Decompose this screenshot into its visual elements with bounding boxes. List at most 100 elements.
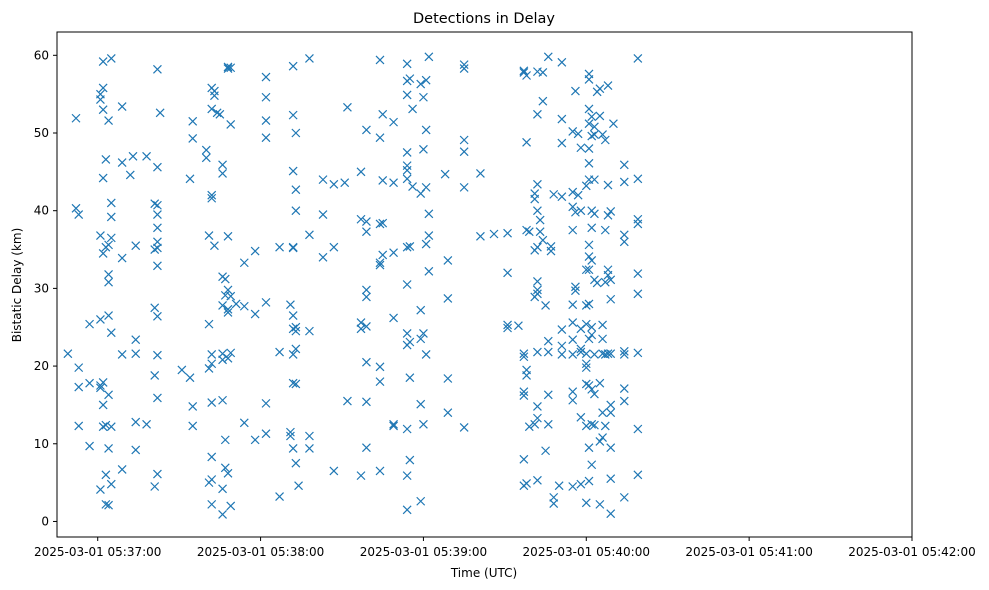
- data-point-297: [533, 109, 542, 119]
- data-point-199: [375, 133, 385, 143]
- data-point-312: [538, 235, 548, 245]
- data-point-413: [600, 135, 610, 145]
- data-point-121: [223, 285, 233, 295]
- data-point-390: [587, 419, 597, 429]
- data-point-202: [375, 260, 385, 270]
- data-point-193: [362, 292, 371, 302]
- data-point-5: [74, 363, 84, 373]
- data-point-389: [587, 384, 597, 394]
- data-point-80: [188, 116, 198, 126]
- data-point-277: [519, 349, 529, 359]
- data-point-103: [212, 108, 222, 118]
- data-point-70: [153, 243, 162, 253]
- data-point-82: [188, 402, 198, 411]
- data-point-194: [362, 322, 371, 331]
- data-point-346: [571, 282, 580, 292]
- data-point-334: [568, 187, 578, 197]
- data-point-51: [128, 151, 138, 161]
- data-point-88: [204, 363, 214, 373]
- data-point-144: [261, 429, 271, 439]
- data-point-18: [98, 83, 108, 93]
- data-point-36: [104, 444, 113, 453]
- data-point-409: [598, 334, 607, 344]
- data-point-91: [207, 104, 217, 114]
- data-point-302: [533, 285, 542, 295]
- data-point-392: [590, 122, 599, 132]
- data-point-295: [530, 419, 540, 429]
- data-point-378: [584, 334, 594, 344]
- data-point-60: [150, 245, 160, 254]
- data-point-417: [600, 421, 610, 431]
- data-point-215: [389, 421, 398, 431]
- data-point-192: [362, 285, 371, 295]
- data-point-279: [519, 387, 529, 397]
- data-point-83: [188, 421, 198, 431]
- data-point-328: [557, 138, 567, 148]
- data-point-259: [443, 408, 453, 418]
- data-point-195: [362, 357, 371, 367]
- data-point-173: [305, 431, 314, 441]
- data-point-28: [101, 470, 111, 480]
- data-point-116: [220, 435, 230, 445]
- data-point-441: [619, 396, 629, 406]
- data-point-162: [291, 185, 301, 195]
- data-point-62: [150, 370, 160, 380]
- chart-title: Detections in Delay: [413, 11, 555, 27]
- data-point-17: [98, 57, 108, 66]
- data-point-40: [106, 212, 116, 222]
- data-point-66: [153, 200, 162, 210]
- data-point-35: [104, 390, 113, 400]
- data-point-433: [609, 119, 618, 129]
- data-point-164: [291, 322, 301, 332]
- data-point-444: [633, 174, 643, 184]
- data-point-39: [106, 198, 116, 208]
- data-point-332: [557, 349, 567, 359]
- data-point-102: [210, 241, 219, 251]
- data-point-114: [220, 274, 230, 284]
- data-point-405: [595, 437, 605, 446]
- data-point-244: [419, 144, 428, 154]
- data-point-415: [600, 277, 610, 287]
- data-point-183: [343, 396, 352, 406]
- data-point-225: [402, 329, 412, 338]
- data-points: [63, 52, 643, 519]
- data-point-178: [329, 179, 339, 189]
- data-point-166: [291, 344, 301, 354]
- data-point-432: [606, 509, 616, 519]
- data-point-108: [218, 301, 227, 310]
- data-point-304: [533, 347, 542, 357]
- data-point-211: [389, 178, 398, 188]
- data-point-117: [220, 463, 230, 473]
- data-point-177: [318, 252, 328, 262]
- data-point-348: [573, 129, 583, 139]
- data-point-261: [459, 60, 469, 70]
- data-point-172: [305, 326, 314, 336]
- data-point-182: [343, 102, 352, 112]
- data-point-53: [131, 349, 141, 359]
- data-point-176: [318, 210, 328, 220]
- data-point-106: [218, 168, 227, 178]
- data-point-442: [619, 492, 629, 502]
- data-point-414: [600, 225, 610, 235]
- data-point-306: [533, 413, 542, 423]
- data-point-218: [402, 90, 412, 100]
- data-point-208: [378, 218, 388, 228]
- data-point-78: [185, 373, 195, 383]
- data-point-340: [568, 349, 578, 359]
- x-tick-label: 2025-03-01 05:41:00: [685, 545, 812, 559]
- data-point-273: [503, 228, 512, 238]
- data-point-324: [549, 499, 559, 509]
- data-point-59: [150, 199, 160, 209]
- data-point-316: [543, 336, 553, 346]
- data-point-9: [85, 441, 94, 451]
- data-point-200: [375, 219, 385, 229]
- data-point-339: [568, 335, 578, 345]
- data-point-399: [590, 420, 599, 430]
- data-point-209: [378, 250, 388, 260]
- data-point-240: [416, 334, 426, 344]
- data-point-359: [581, 301, 591, 310]
- data-point-406: [595, 499, 605, 509]
- data-point-190: [362, 217, 371, 226]
- data-point-11: [96, 95, 105, 105]
